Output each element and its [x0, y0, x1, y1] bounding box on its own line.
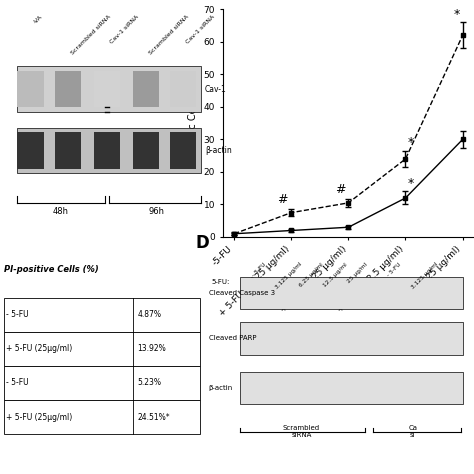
Text: Scrambled
siRNA: Scrambled siRNA [283, 425, 320, 438]
FancyBboxPatch shape [18, 71, 44, 107]
Text: - 5-FU: - 5-FU [6, 379, 29, 387]
Text: Scrambled siRNA: Scrambled siRNA [148, 14, 190, 55]
Text: 25 μg/ml: 25 μg/ml [346, 262, 369, 284]
Text: -VA: -VA [33, 14, 43, 25]
Text: 13.92%: 13.92% [137, 345, 166, 353]
FancyBboxPatch shape [55, 71, 81, 107]
FancyBboxPatch shape [18, 132, 44, 169]
Text: 6.25 μg/ml: 6.25 μg/ml [299, 262, 325, 288]
Text: - 5-FU: - 5-FU [386, 262, 402, 278]
FancyBboxPatch shape [133, 71, 159, 107]
FancyBboxPatch shape [240, 372, 464, 404]
Text: *: * [454, 8, 460, 21]
Text: 48h: 48h [53, 207, 69, 216]
FancyBboxPatch shape [133, 132, 159, 169]
Text: 3.125 μg/ml: 3.125 μg/ml [410, 262, 439, 290]
Text: Cleaved Caspase 3: Cleaved Caspase 3 [209, 290, 275, 296]
Text: 12.5 μg/ml: 12.5 μg/ml [323, 262, 349, 288]
Text: - 5-FU: - 5-FU [6, 310, 29, 319]
Text: #: # [335, 182, 345, 196]
FancyBboxPatch shape [94, 132, 120, 169]
Text: PI-positive Cells (%): PI-positive Cells (%) [4, 265, 99, 274]
Text: 5.23%: 5.23% [137, 379, 162, 387]
Text: - 5-FU: - 5-FU [251, 262, 267, 278]
Text: 96h: 96h [149, 207, 165, 216]
Text: Ca
si: Ca si [409, 425, 418, 438]
Text: Cav-1 siRNA: Cav-1 siRNA [109, 14, 140, 45]
Text: *: * [408, 136, 414, 149]
Y-axis label: Apoptotic Cells (%): Apoptotic Cells (%) [188, 77, 198, 170]
Text: D: D [195, 234, 209, 252]
Text: 5-FU:: 5-FU: [211, 279, 229, 285]
Text: Cleaved PARP: Cleaved PARP [209, 336, 256, 341]
Text: + 5-FU (25μg/ml): + 5-FU (25μg/ml) [6, 413, 73, 421]
Text: 4.87%: 4.87% [137, 310, 162, 319]
Text: 3.125 μg/ml: 3.125 μg/ml [275, 262, 303, 290]
Text: 24.51%*: 24.51%* [137, 413, 170, 421]
FancyBboxPatch shape [170, 71, 196, 107]
Text: Scrambled siRNA: Scrambled siRNA [70, 14, 111, 55]
FancyBboxPatch shape [94, 71, 120, 107]
FancyBboxPatch shape [18, 128, 201, 173]
FancyBboxPatch shape [55, 132, 81, 169]
FancyBboxPatch shape [18, 66, 201, 112]
FancyBboxPatch shape [240, 322, 464, 355]
FancyBboxPatch shape [240, 277, 464, 309]
Text: Cav-1 siRNA: Cav-1 siRNA [185, 14, 216, 45]
Text: + 5-FU (25μg/ml): + 5-FU (25μg/ml) [6, 345, 73, 353]
Text: *: * [408, 177, 414, 190]
FancyBboxPatch shape [170, 132, 196, 169]
Text: Cav-1: Cav-1 [205, 85, 227, 93]
Text: #: # [277, 193, 288, 206]
Text: β-actin: β-actin [209, 385, 233, 391]
Text: β-actin: β-actin [205, 146, 232, 155]
